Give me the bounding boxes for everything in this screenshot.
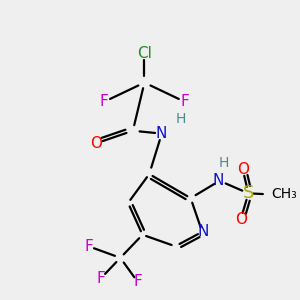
Text: O: O — [237, 162, 249, 177]
Text: F: F — [133, 274, 142, 290]
Text: F: F — [97, 271, 106, 286]
Text: F: F — [181, 94, 189, 110]
Text: F: F — [84, 239, 93, 254]
Text: Cl: Cl — [137, 46, 152, 61]
Text: S: S — [243, 184, 254, 202]
Text: N: N — [155, 126, 166, 141]
Text: O: O — [90, 136, 102, 151]
Text: N: N — [197, 224, 209, 239]
Text: H: H — [218, 155, 229, 170]
Text: N: N — [213, 173, 224, 188]
Text: CH₃: CH₃ — [272, 187, 297, 201]
Text: F: F — [100, 94, 108, 110]
Text: H: H — [176, 112, 186, 126]
Text: O: O — [235, 212, 247, 227]
